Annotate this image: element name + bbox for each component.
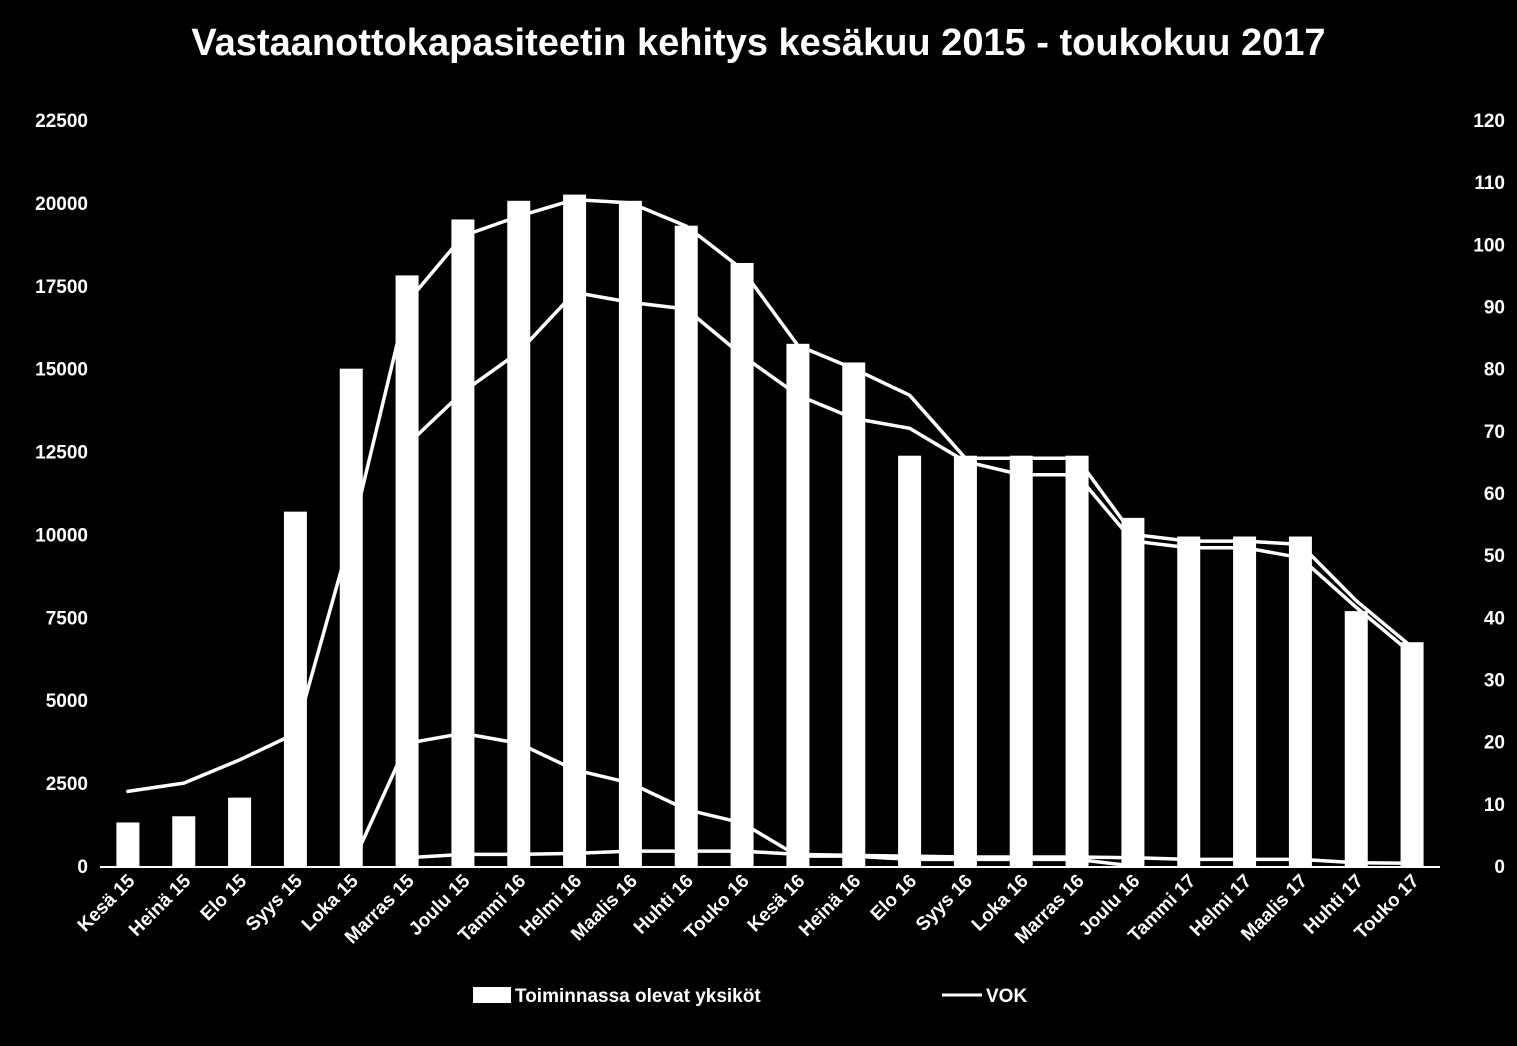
right-tick-label: 40 xyxy=(1484,608,1505,629)
right-tick-label: 120 xyxy=(1473,111,1505,132)
legend-swatch-bars xyxy=(473,987,511,1003)
right-tick-label: 0 xyxy=(1494,857,1505,878)
bar xyxy=(730,262,754,866)
bar xyxy=(1233,536,1257,866)
right-tick-label: 20 xyxy=(1484,733,1505,754)
line-series-4 xyxy=(405,849,1414,866)
right-tick-label: 70 xyxy=(1484,422,1505,443)
right-tick-label: 80 xyxy=(1484,360,1505,381)
bar xyxy=(618,200,642,867)
left-tick-label: 10000 xyxy=(35,525,88,546)
left-tick-label: 22500 xyxy=(35,111,88,132)
bars-layer xyxy=(116,194,1424,867)
left-tick-label: 7500 xyxy=(46,608,88,629)
left-tick-label: 20000 xyxy=(35,194,88,215)
left-y-axis: 0 2500 5000 7500 10000 12500 15000 17500 20000 22… xyxy=(35,111,88,878)
bar xyxy=(842,362,866,866)
right-y-axis: 0 10 20 30 40 50 60 70 80 90 100 110 120 xyxy=(1473,111,1505,878)
legend-label-line: VOK xyxy=(986,986,1027,1007)
right-tick-label: 10 xyxy=(1484,795,1505,816)
x-tick-label: Elo 16 xyxy=(867,871,921,925)
right-tick-label: 60 xyxy=(1484,484,1505,505)
bar xyxy=(786,343,810,866)
line-series-1 xyxy=(126,197,1414,794)
left-tick-label: 12500 xyxy=(35,443,88,464)
bar xyxy=(283,511,307,866)
legend: Toiminnassa olevat yksiköt VOK xyxy=(473,986,1027,1007)
bar xyxy=(451,219,475,866)
line-series-3 xyxy=(349,731,1135,868)
right-tick-label: 110 xyxy=(1474,173,1505,194)
x-tick-label: Heinä 16 xyxy=(795,871,865,941)
bar xyxy=(1009,455,1033,866)
bar xyxy=(1344,611,1368,866)
bar xyxy=(228,797,252,866)
right-tick-label: 50 xyxy=(1484,546,1505,567)
bar xyxy=(674,225,698,866)
bar xyxy=(1288,536,1312,866)
left-tick-label: 5000 xyxy=(46,691,88,712)
right-tick-label: 90 xyxy=(1484,298,1505,319)
left-tick-label: 0 xyxy=(77,857,88,878)
bar xyxy=(507,200,531,867)
bar xyxy=(1065,455,1089,866)
bar xyxy=(395,275,419,867)
bar xyxy=(898,455,922,866)
left-tick-label: 2500 xyxy=(46,774,88,795)
bar xyxy=(1177,536,1201,866)
x-tick-label: Heinä 15 xyxy=(125,870,195,940)
x-tick-label: Syys 15 xyxy=(242,870,307,935)
right-tick-label: 30 xyxy=(1484,671,1505,692)
bar xyxy=(339,368,363,866)
left-tick-label: 15000 xyxy=(35,360,88,381)
bar xyxy=(1400,642,1424,866)
bar xyxy=(1121,517,1145,866)
x-tick-label: Syys 16 xyxy=(912,871,977,936)
lines-layer xyxy=(126,197,1414,868)
line-series-2 xyxy=(405,290,1414,656)
bar xyxy=(563,194,587,867)
bar xyxy=(172,816,196,866)
x-tick-label: Elo 15 xyxy=(197,870,252,925)
left-tick-label: 17500 xyxy=(35,277,88,298)
chart-title: Vastaanottokapasiteetin kehitys kesäkuu … xyxy=(191,22,1326,64)
bar xyxy=(116,822,140,866)
right-tick-label: 100 xyxy=(1473,235,1505,256)
legend-label-bars: Toiminnassa olevat yksiköt xyxy=(515,986,761,1007)
bar xyxy=(953,455,977,866)
